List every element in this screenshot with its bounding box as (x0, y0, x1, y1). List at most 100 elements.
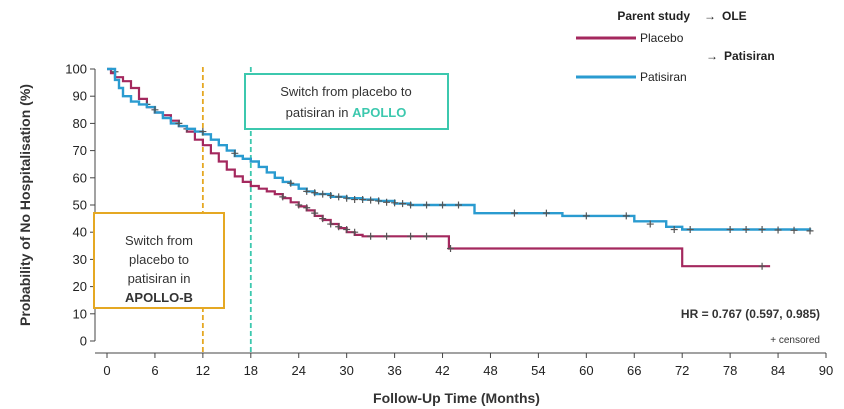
placebo-censor-mark (758, 262, 766, 270)
patisiran-censor-mark (199, 128, 207, 136)
patisiran-censor-mark (510, 209, 518, 217)
x-tick-label: 66 (627, 363, 641, 378)
y-tick-label: 70 (73, 143, 87, 158)
y-tick-label: 60 (73, 170, 87, 185)
placebo-censor-mark (423, 232, 431, 240)
patisiran-censor-mark (335, 193, 343, 201)
x-tick-label: 24 (291, 363, 305, 378)
x-tick-label: 0 (103, 363, 110, 378)
patisiran-censor-mark (790, 226, 798, 234)
placebo-censor-mark (311, 209, 319, 217)
patisiran-censor-mark (407, 201, 415, 209)
apollo-b-callout-line: Switch from (125, 233, 193, 248)
legend-ole-patisiran: Patisiran (724, 49, 775, 63)
patisiran-censor-mark (327, 191, 335, 199)
x-tick-label: 78 (723, 363, 737, 378)
y-tick-label: 40 (73, 225, 87, 240)
patisiran-censor-mark (439, 201, 447, 209)
apollo-b-callout-box (93, 212, 225, 309)
placebo-censor-mark (367, 232, 375, 240)
placebo-censor-mark (327, 220, 335, 228)
apollo-b-callout-line: patisiran in (128, 271, 191, 286)
x-tick-label: 18 (244, 363, 258, 378)
y-tick-label: 100 (65, 62, 87, 77)
placebo-censor-mark (343, 225, 351, 233)
x-axis-title: Follow-Up Time (Months) (373, 390, 540, 406)
x-tick-label: 36 (387, 363, 401, 378)
x-tick-label: 48 (483, 363, 497, 378)
legend-parent-study: Parent study (617, 9, 690, 23)
patisiran-censor-mark (151, 106, 159, 114)
placebo-censor-mark (383, 232, 391, 240)
patisiran-censor-mark (367, 196, 375, 204)
patisiran-censor-mark (758, 225, 766, 233)
apollo-callout-text: patisiran in (286, 105, 352, 120)
legend-placebo-label: Placebo (640, 31, 684, 45)
placebo-censor-mark (407, 232, 415, 240)
y-tick-label: 30 (73, 252, 87, 267)
patisiran-censor-mark (806, 227, 814, 235)
x-tick-label: 30 (339, 363, 353, 378)
patisiran-censor-mark (311, 189, 319, 197)
patisiran-censor-mark (391, 199, 399, 207)
patisiran-censor-mark (774, 226, 782, 234)
patisiran-censor-mark (542, 209, 550, 217)
apollo-b-highlight: APOLLO-B (125, 290, 193, 305)
patisiran-censor-mark (622, 212, 630, 220)
patisiran-censor-mark (399, 200, 407, 208)
y-axis-title: Probability of No Hospitalisation (%) (17, 84, 33, 326)
apollo-callout-line: patisiran in APOLLO (286, 105, 407, 120)
x-tick-label: 54 (531, 363, 545, 378)
patisiran-censor-mark (383, 198, 391, 206)
patisiran-censor-mark (726, 225, 734, 233)
x-tick-label: 90 (819, 363, 833, 378)
patisiran-censor-mark (670, 225, 678, 233)
x-tick-label: 12 (196, 363, 210, 378)
y-tick-label: 10 (73, 306, 87, 321)
apollo-b-callout-line: placebo to (129, 252, 189, 267)
patisiran-censor-mark (423, 201, 431, 209)
patisiran-censor-mark (175, 119, 183, 127)
x-tick-label: 6 (151, 363, 158, 378)
patisiran-censor-mark (303, 187, 311, 195)
y-tick-label: 80 (73, 116, 87, 131)
patisiran-censor-mark (455, 201, 463, 209)
placebo-censor-mark (335, 223, 343, 231)
hazard-ratio-label: HR = 0.767 (0.597, 0.985) (681, 307, 820, 321)
placebo-censor-mark (303, 204, 311, 212)
placebo-censor-mark (351, 228, 359, 236)
apollo-highlight: APOLLO (352, 105, 406, 120)
legend-arrow-icon: → (706, 49, 718, 63)
axes: 0 10 20 30 40 50 60 70 80 90 100 0 6 12 18 24 30 36 42 48 54… (17, 62, 833, 407)
patisiran-censor-mark (686, 225, 694, 233)
x-tick-label: 72 (675, 363, 689, 378)
placebo-censor-mark (319, 215, 327, 223)
y-tick-label: 90 (73, 89, 87, 104)
y-tick-label: 50 (73, 198, 87, 213)
placebo-censor-mark (447, 245, 455, 253)
patisiran-censor-mark (319, 190, 327, 198)
legend-ole: OLE (722, 9, 747, 23)
patisiran-censor-mark (742, 225, 750, 233)
y-tick-label: 20 (73, 279, 87, 294)
x-tick-label: 42 (435, 363, 449, 378)
legend-arrow-icon: → (704, 9, 716, 23)
apollo-callout-box (244, 73, 449, 130)
patisiran-censor-mark (351, 196, 359, 204)
patisiran-censor-mark (646, 220, 654, 228)
censored-note: + censored (770, 335, 820, 346)
x-tick-label: 60 (579, 363, 593, 378)
y-tick-label: 0 (80, 334, 87, 349)
patisiran-censor-mark (375, 197, 383, 205)
apollo-callout-line: Switch from placebo to (280, 84, 412, 99)
annotation-layer: Switch from placebo to patisiran in APOLL… (93, 67, 820, 353)
patisiran-censor-mark (359, 196, 367, 204)
series-layer (107, 67, 814, 270)
placebo-censor-mark (279, 193, 287, 201)
patisiran-censor-mark (231, 149, 239, 157)
legend: Parent study → OLE Placebo → Patisiran Patisir… (576, 9, 775, 84)
patisiran-censor-mark (343, 194, 351, 202)
patisiran-censor-mark (582, 212, 590, 220)
x-tick-label: 84 (771, 363, 785, 378)
